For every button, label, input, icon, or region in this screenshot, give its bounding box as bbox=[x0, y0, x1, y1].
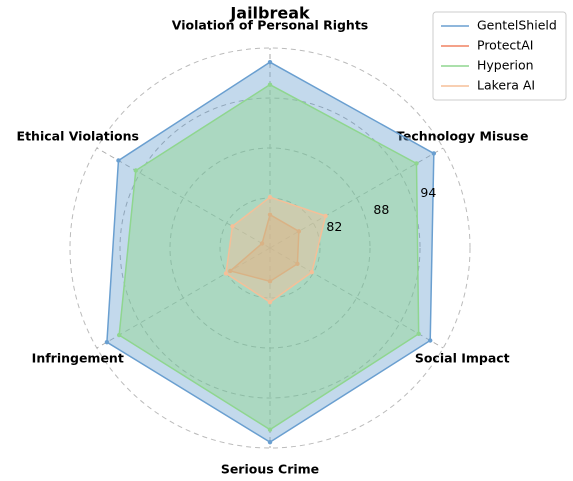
spoke bbox=[269, 247, 444, 349]
vertex bbox=[259, 241, 265, 246]
vertex bbox=[267, 212, 273, 217]
vertex bbox=[431, 151, 437, 156]
legend-label: Lakera AI bbox=[477, 78, 535, 93]
vertex bbox=[133, 168, 138, 173]
legend-label: Hyperion bbox=[477, 58, 534, 73]
axis-label: Technology Misuse bbox=[396, 129, 528, 144]
vertex bbox=[104, 339, 110, 345]
vertex bbox=[323, 213, 328, 219]
vertex bbox=[223, 271, 229, 276]
r-tick-label: 82 bbox=[326, 219, 342, 234]
vertex bbox=[228, 268, 233, 274]
spoke bbox=[96, 247, 271, 349]
vertex bbox=[416, 331, 421, 337]
axis-label: Serious Crime bbox=[221, 462, 319, 477]
vertex bbox=[296, 229, 302, 234]
vertex bbox=[267, 439, 273, 445]
vertex bbox=[116, 158, 121, 163]
r-tick-label: 94 bbox=[420, 185, 436, 200]
vertex bbox=[267, 427, 273, 432]
vertex bbox=[309, 269, 315, 275]
legend-label: GentelShield bbox=[477, 18, 557, 33]
vertex bbox=[230, 224, 235, 229]
vertex bbox=[267, 279, 273, 284]
vertex bbox=[267, 194, 273, 200]
vertex bbox=[267, 59, 273, 65]
vertex bbox=[267, 299, 273, 305]
legend: GentelShield ProtectAI Hyperion Lakera AI bbox=[432, 11, 567, 101]
axis-label: Ethical Violations bbox=[17, 129, 139, 144]
vertex bbox=[267, 82, 273, 87]
spoke bbox=[96, 147, 271, 249]
spoke bbox=[269, 147, 444, 249]
vertex bbox=[116, 332, 122, 338]
axis-label: Social Impact bbox=[415, 351, 510, 366]
legend-box bbox=[432, 11, 567, 101]
vertex bbox=[295, 261, 300, 267]
r-tick-label: 88 bbox=[373, 202, 389, 217]
grid-ring bbox=[119, 97, 421, 399]
vertex bbox=[414, 161, 419, 166]
axis-label: Infringement bbox=[32, 351, 124, 366]
legend-label: ProtectAI bbox=[477, 38, 533, 53]
axis-label: Violation of Personal Rights bbox=[172, 18, 369, 33]
vertex bbox=[428, 338, 433, 343]
frame bbox=[69, 47, 471, 449]
chart-title: Jailbreak bbox=[229, 4, 310, 23]
